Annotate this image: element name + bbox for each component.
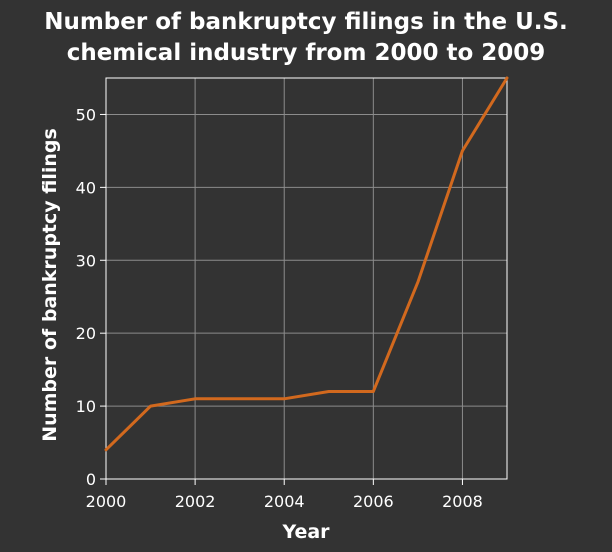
x-tick-label: 2002 xyxy=(175,492,216,511)
x-tick-label: 2004 xyxy=(264,492,305,511)
grid xyxy=(105,78,507,480)
x-tick-label: 2008 xyxy=(442,492,483,511)
x-tick-label: 2006 xyxy=(353,492,394,511)
y-tick-label: 20 xyxy=(76,324,96,343)
chart-title-line-2: chemical industry from 2000 to 2009 xyxy=(67,40,546,66)
x-axis-label: Year xyxy=(281,521,330,543)
plot-frame xyxy=(105,77,508,480)
y-tick-label: 0 xyxy=(86,470,96,489)
axis-ticks: 0 10 20 30 40 50 2000 2002 2004 2006 2008 xyxy=(76,105,483,511)
series-line-0 xyxy=(104,76,509,452)
series-layer xyxy=(104,76,509,452)
y-tick-label: 50 xyxy=(76,105,96,124)
x-tick-label: 2000 xyxy=(86,492,127,511)
y-tick-label: 10 xyxy=(76,397,96,416)
y-tick-label: 40 xyxy=(76,178,96,197)
chart-title-line-1: Number of bankruptcy filings in the U.S. xyxy=(44,9,568,35)
y-axis-label: Number of bankruptcy filings xyxy=(39,128,61,442)
y-tick-label: 30 xyxy=(76,251,96,270)
